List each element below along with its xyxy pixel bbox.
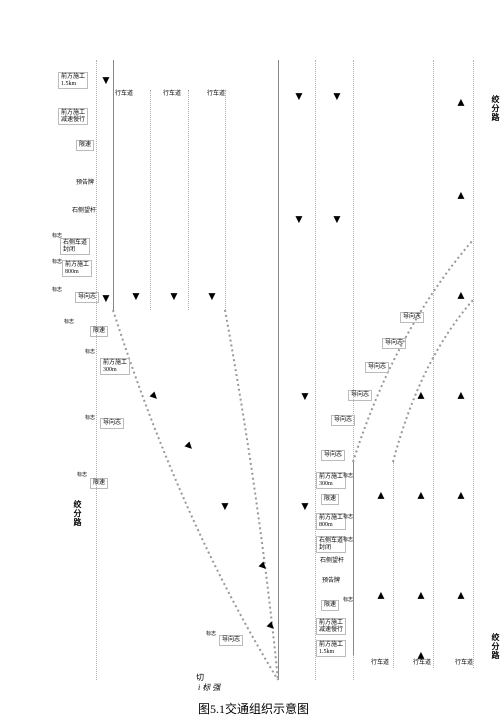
sign-left: 标志 <box>77 473 87 479</box>
sign-right: 标志 <box>343 538 353 544</box>
lane-label-top: 行车道 <box>163 91 181 98</box>
sign-left: 标志 <box>64 320 74 326</box>
lane-line <box>225 90 226 310</box>
lane-line <box>96 60 97 680</box>
sign-left: 导向志 <box>100 418 124 429</box>
sign-right: 导向志 <box>400 312 424 323</box>
sign-left: 标志 <box>52 234 62 240</box>
flow-arrow-icon: ▼ <box>180 438 197 455</box>
figure-caption: 图5.1交通组织示意图 <box>198 700 309 717</box>
flow-arrow-icon: ▼ <box>455 590 467 602</box>
lane-line <box>278 60 279 680</box>
sign-right: 标志 <box>343 515 353 521</box>
flow-arrow-icon: ▼ <box>415 490 427 502</box>
lane-line <box>353 462 354 655</box>
flow-arrow-icon: ▼ <box>293 90 305 102</box>
sign-left: 标志 <box>206 632 216 638</box>
sign-right: 导向志 <box>321 450 345 461</box>
sign-left: 限速 <box>90 326 108 337</box>
sign-right: 导向志 <box>348 390 372 401</box>
sign-right: 右侧车道封闭 <box>316 536 346 553</box>
sign-right: 石侧望杆 <box>320 558 344 565</box>
flow-arrow-icon: ▼ <box>168 290 180 302</box>
sign-right: 前方施工减速慢行 <box>316 618 346 635</box>
flow-arrow-icon: ▼ <box>455 490 467 502</box>
sign-left: 限速 <box>76 140 94 151</box>
sign-right: 标志 <box>343 598 353 604</box>
sign-right: 导向志 <box>365 362 389 373</box>
flow-arrow-icon: ▼ <box>415 590 427 602</box>
sign-right: 前方施工300m <box>316 472 346 489</box>
side-road-label: 绞分路 <box>72 500 83 527</box>
flow-arrow-icon: ▼ <box>415 390 427 402</box>
diagram-canvas: 行车道行车道行车道行车道行车道行车道前方施工1.5km前方施工减速慢行限速预告牌… <box>0 0 500 725</box>
flow-arrow-icon: ▼ <box>262 618 279 635</box>
lane-label-bottom: 行车道 <box>371 660 389 667</box>
flow-arrow-icon: ▼ <box>299 390 311 402</box>
lane-label-bottom: 行车道 <box>455 660 473 667</box>
sign-right: 前方施工1.5km <box>316 640 346 657</box>
flow-arrow-icon: ▼ <box>455 290 467 302</box>
flow-arrow-icon: ▼ <box>293 213 305 225</box>
sign-left: 导向志 <box>75 292 99 303</box>
lane-line <box>315 60 316 680</box>
sign-left: 标志 <box>85 350 95 356</box>
sign-left: 前方施工1.5km <box>58 72 88 89</box>
flow-arrow-icon: ▼ <box>375 590 387 602</box>
lane-label-top: 行车道 <box>115 91 133 98</box>
flow-arrow-icon: ▼ <box>415 650 427 662</box>
flow-arrow-icon: ▼ <box>299 500 311 512</box>
flow-arrow-icon: ▼ <box>206 290 218 302</box>
flow-arrow-icon: ▼ <box>455 97 467 109</box>
sign-right: 导向志 <box>382 338 406 349</box>
sign-right: 预告牌 <box>322 578 340 585</box>
flow-arrow-icon: ▼ <box>145 388 162 405</box>
corner-mark-sub: i 标 强 <box>198 682 220 693</box>
sign-left: 标志 <box>85 416 95 422</box>
sign-right: 限速 <box>321 600 339 611</box>
sign-right: 限速 <box>321 494 339 505</box>
sign-left: 石侧望杆 <box>72 208 96 215</box>
lane-line <box>393 462 394 668</box>
lane-label-top: 行车道 <box>207 91 225 98</box>
sign-left: 前方施工300m <box>100 358 130 375</box>
sign-left: 标志 <box>52 288 62 294</box>
side-road-label: 绞分路 <box>490 633 500 660</box>
flow-arrow-icon: ▼ <box>331 90 343 102</box>
lane-line <box>150 90 151 310</box>
sign-left: 限速 <box>90 478 108 489</box>
sign-right: 前方施工800m <box>316 513 346 530</box>
lane-line <box>433 60 434 668</box>
sign-left: 右侧车道封闭 <box>60 238 90 255</box>
sign-right: 导向志 <box>331 415 355 426</box>
flow-arrow-icon: ▼ <box>130 290 142 302</box>
flow-arrow-icon: ▼ <box>100 292 112 304</box>
flow-arrow-icon: ▼ <box>455 390 467 402</box>
flow-arrow-icon: ▼ <box>219 500 231 512</box>
lane-line <box>188 90 189 310</box>
side-road-label: 绞分路 <box>490 95 500 122</box>
sign-left: 预告牌 <box>76 180 94 187</box>
flow-arrow-icon: ▼ <box>375 490 387 502</box>
sign-right: 标志 <box>343 474 353 480</box>
sign-left: 前方施工减速慢行 <box>58 108 88 125</box>
flow-arrow-icon: ▼ <box>100 74 112 86</box>
flow-arrow-icon: ▼ <box>254 558 271 575</box>
sign-left: 前方施工800m <box>62 260 92 277</box>
sign-left: 导向志 <box>219 635 243 646</box>
flow-arrow-icon: ▼ <box>331 213 343 225</box>
lane-line <box>113 60 114 310</box>
lane-line <box>473 60 474 668</box>
flow-arrow-icon: ▼ <box>455 190 467 202</box>
sign-left: 标志 <box>52 260 62 266</box>
